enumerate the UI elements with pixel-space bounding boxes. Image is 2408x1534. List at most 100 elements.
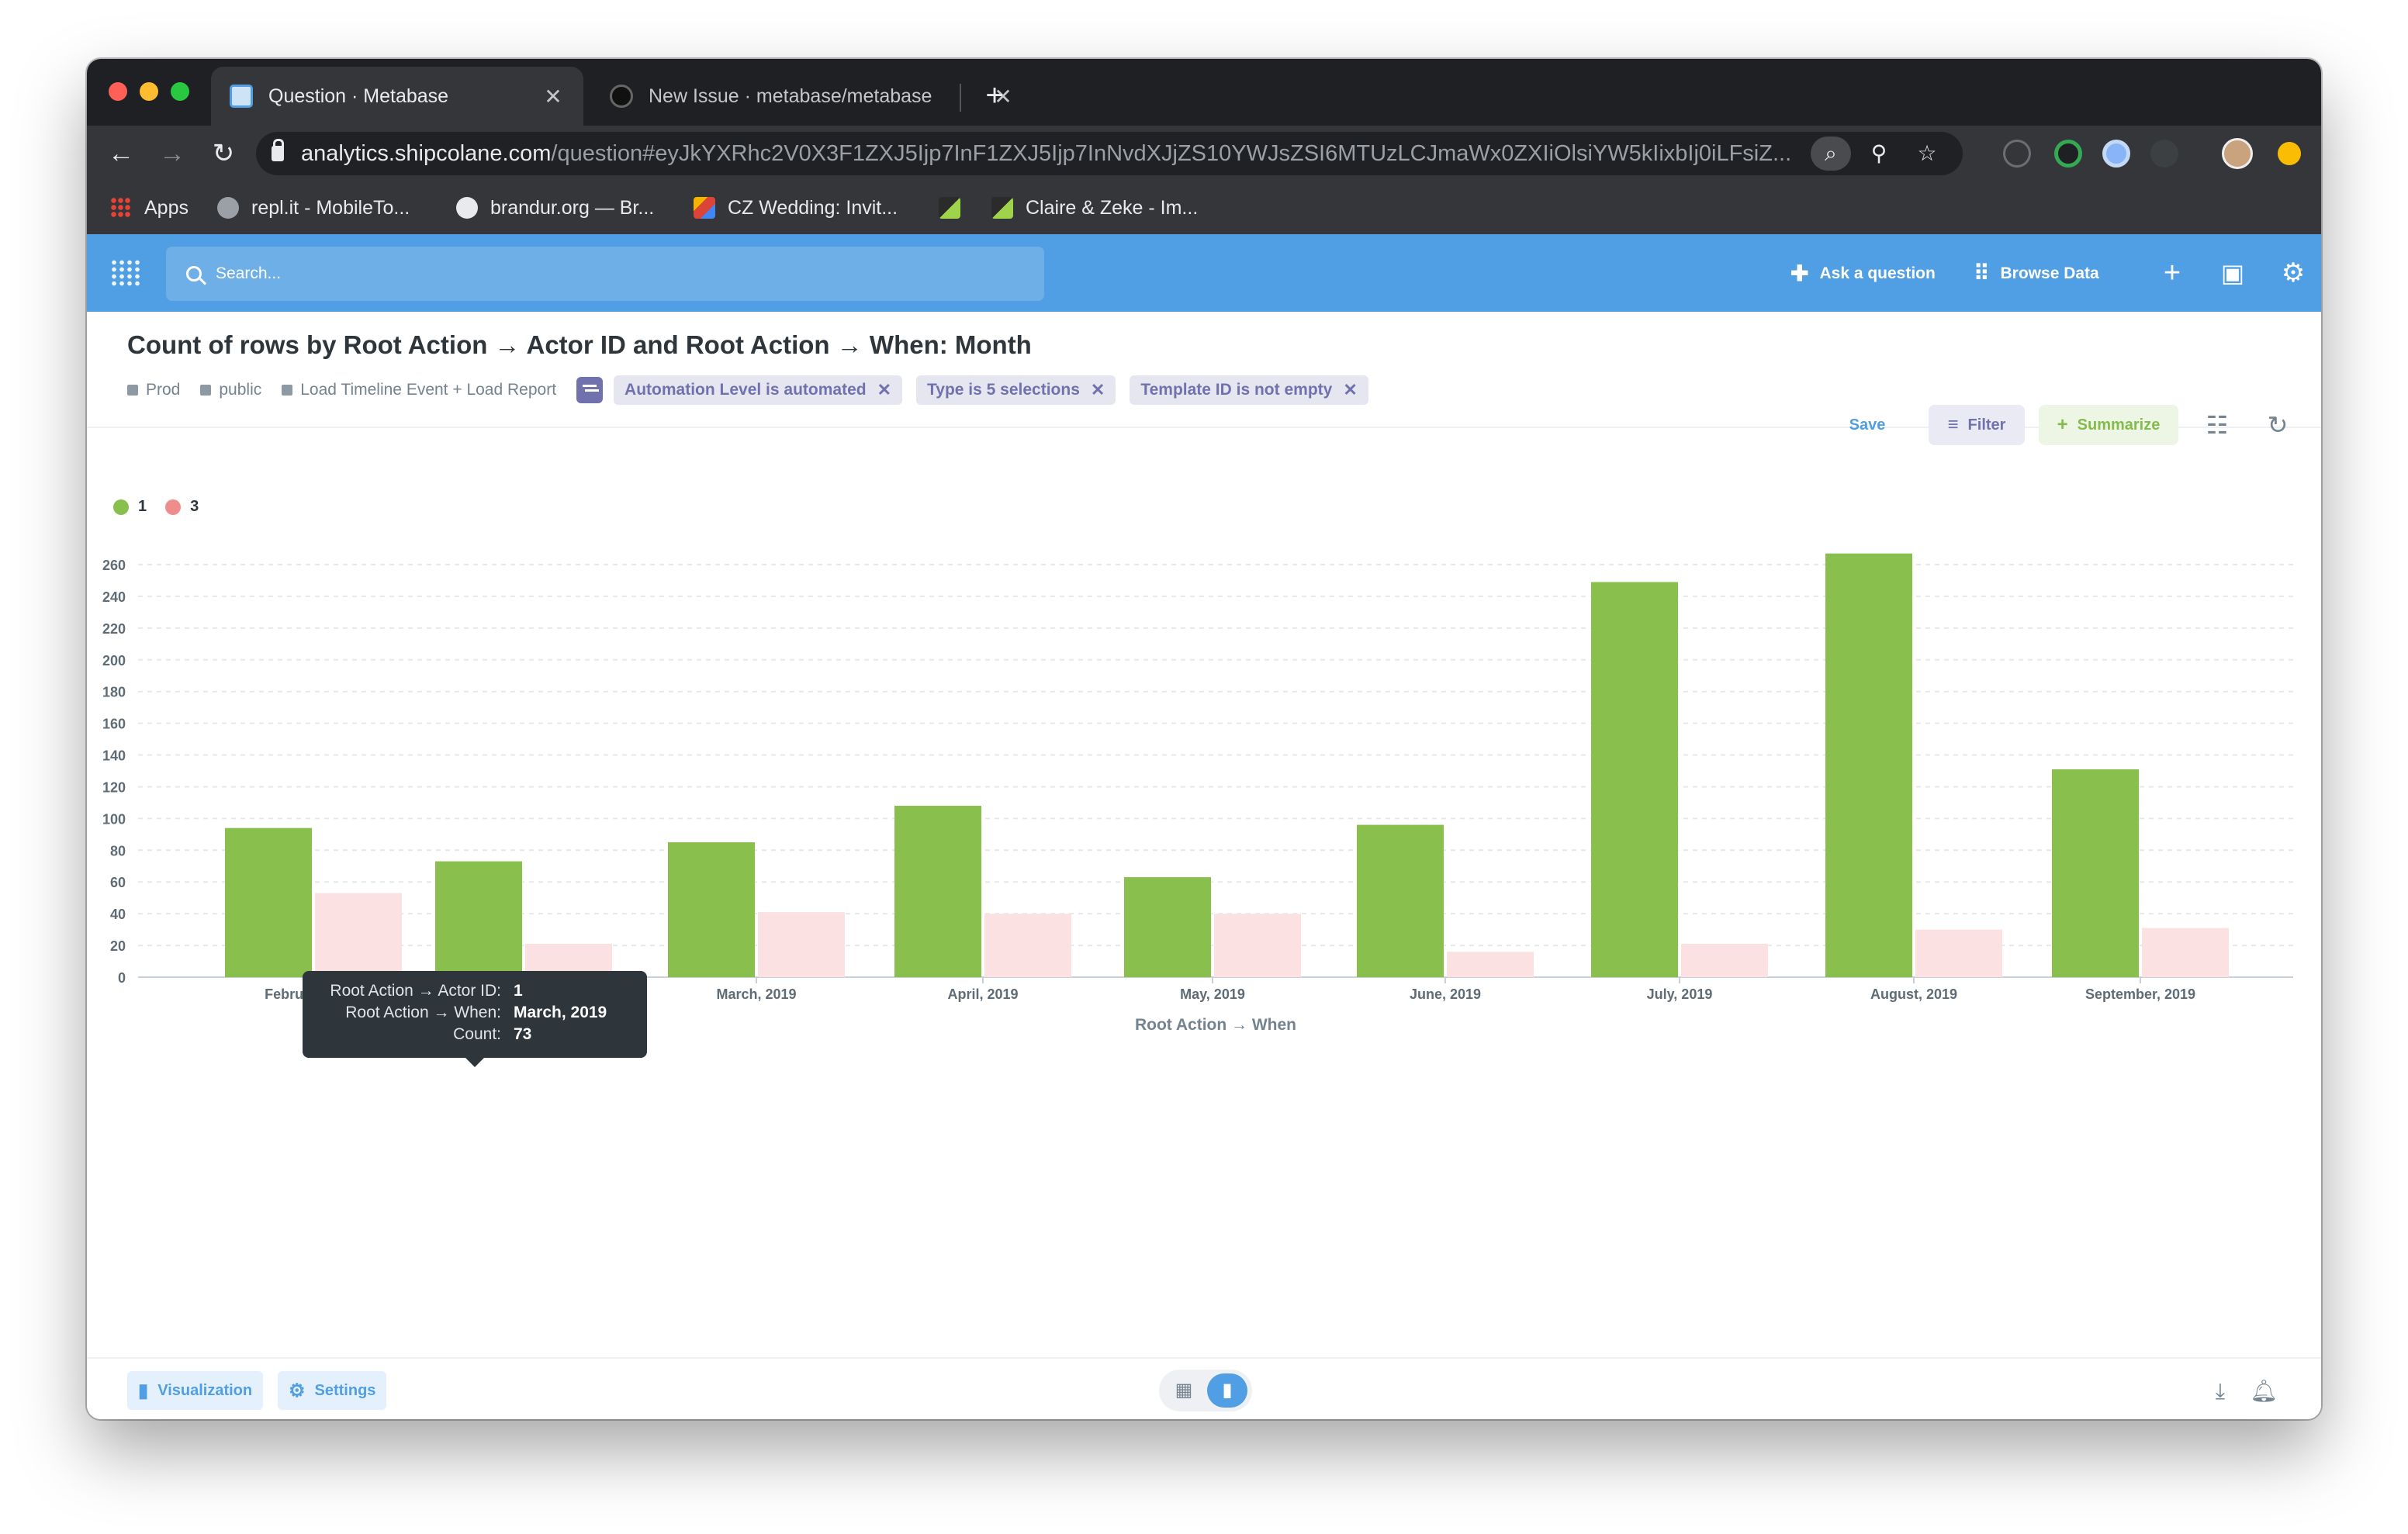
refresh-icon[interactable]: ↻ (2267, 411, 2289, 439)
database-icon (127, 385, 138, 396)
bar-series-1[interactable] (2052, 769, 2139, 977)
browse-data-button[interactable]: ⠿ Browse Data (1974, 261, 2099, 285)
metabase-logo-icon[interactable] (110, 259, 141, 287)
back-arrow-icon[interactable]: ← (108, 139, 134, 168)
y-tick-label: 80 (110, 843, 126, 859)
close-tab-icon[interactable]: ✕ (994, 84, 1012, 109)
metabase-favicon-icon (230, 85, 253, 108)
bar-series-1[interactable] (435, 861, 522, 977)
zoom-window-button[interactable] (171, 82, 189, 101)
info-extension-icon[interactable] (2003, 140, 2031, 168)
bell-icon[interactable]: 🔔︎ (2250, 1379, 2278, 1403)
bookmark-claire-zeke[interactable]: Claire & Zeke - Im... (991, 194, 1198, 222)
bookmark-brandur[interactable]: brandur.org — Br... (456, 194, 654, 222)
page-title: Count of rows by Root Action → Actor ID … (127, 330, 1032, 359)
y-tick-label: 220 (102, 621, 126, 637)
bar-series-1[interactable] (1124, 877, 1211, 977)
bookmark-cube-icon (939, 197, 960, 219)
y-tick-label: 260 (102, 558, 126, 573)
minimize-window-button[interactable] (140, 82, 158, 101)
green-extension-icon[interactable] (2054, 140, 2082, 168)
bookmark-star-icon[interactable]: ☆ (1917, 141, 1937, 165)
filter-button[interactable]: ≡ Filter (1929, 405, 2025, 445)
grid-icon: ⠿ (1974, 261, 1990, 285)
bar-series-3[interactable] (1447, 952, 1534, 977)
bar-series-3[interactable] (1214, 914, 1301, 977)
remove-filter-icon[interactable]: ✕ (1343, 380, 1358, 399)
chart-area: 1 3 0 20 40 60 80 100 120 140 160 180 200 220 240 260… (87, 428, 2321, 1320)
address-bar[interactable]: analytics.shipcolane.com/question#eyJkYX… (256, 132, 1963, 175)
update-icon[interactable] (2278, 142, 2301, 165)
table-grid-icon (282, 385, 293, 396)
new-plus-icon[interactable]: + (2163, 257, 2181, 289)
bookmark-cz-wedding[interactable]: CZ Wedding: Invit... (694, 194, 898, 222)
download-icon[interactable]: ⤓ (2215, 1379, 2226, 1403)
tooltip-value: March, 2019 (514, 1004, 607, 1021)
tab-new-issue[interactable]: New Issue · metabase/metabase ✕ (591, 67, 1033, 126)
blue-extension-icon[interactable] (2102, 140, 2130, 168)
profile-avatar[interactable] (2222, 138, 2253, 169)
new-tab-icon[interactable]: + (985, 78, 1004, 112)
forward-arrow-icon[interactable]: → (159, 139, 185, 168)
y-tick-label: 40 (110, 907, 126, 922)
breadcrumb-table[interactable]: Load Timeline Event + Load Report (282, 381, 556, 399)
table-view-icon[interactable]: ▦ (1175, 1380, 1193, 1401)
bar-series-3[interactable] (2142, 928, 2229, 977)
x-tick-label: August, 2019 (1870, 986, 1957, 1002)
legend-item-series-3[interactable]: 3 (165, 498, 199, 516)
remove-filter-icon[interactable]: ✕ (1090, 380, 1105, 399)
query-notebook-icon[interactable]: ☷ (2206, 411, 2229, 439)
plus-icon: + (2057, 414, 2068, 435)
save-button[interactable]: Save (1849, 416, 1886, 434)
close-window-button[interactable] (109, 82, 127, 101)
bar-series-3[interactable] (1681, 944, 1768, 977)
bar-series-3[interactable] (758, 912, 845, 977)
tab-title: Question · Metabase (268, 85, 449, 107)
bookmark-apps[interactable]: Apps (110, 194, 189, 222)
filter-pill[interactable]: Type is 5 selections ✕ (916, 375, 1116, 405)
chart-legend: 1 3 (113, 498, 217, 516)
bar-series-3[interactable] (1915, 929, 2002, 977)
bookmark-untitled[interactable] (939, 194, 973, 222)
settings-button[interactable]: ⚙ Settings (278, 1371, 387, 1410)
bar-series-1[interactable] (225, 827, 312, 977)
bar-series-1[interactable] (894, 806, 981, 977)
activity-icon[interactable]: ▣ (2220, 259, 2245, 287)
bar-series-1[interactable] (1357, 824, 1444, 977)
y-tick-label: 120 (102, 779, 126, 795)
bar-series-3[interactable] (315, 893, 402, 977)
tooltip-value: 73 (514, 1025, 532, 1043)
url-text: analytics.shipcolane.com/question#eyJkYX… (301, 140, 1792, 166)
legend-item-series-1[interactable]: 1 (113, 498, 147, 516)
bar-series-1[interactable] (1591, 582, 1678, 977)
search-input[interactable]: Search... (166, 247, 1044, 301)
breadcrumb-schema[interactable]: public (200, 381, 261, 399)
filter-pill[interactable]: Automation Level is automated ✕ (614, 375, 903, 405)
summarize-button[interactable]: + Summarize (2039, 405, 2178, 445)
reload-icon[interactable]: ↻ (212, 139, 235, 168)
close-tab-icon[interactable]: ✕ (544, 84, 562, 109)
tab-question-metabase[interactable]: Question · Metabase ✕ (211, 67, 583, 126)
ask-question-button[interactable]: ✚ Ask a question (1790, 261, 1936, 285)
chart-view-icon[interactable]: ▮ (1207, 1373, 1247, 1408)
y-tick-label: 100 (102, 811, 126, 827)
breadcrumb-database[interactable]: Prod (127, 381, 180, 399)
filter-pill[interactable]: Template ID is not empty ✕ (1130, 375, 1368, 405)
bar-series-3[interactable] (984, 914, 1071, 977)
x-axis-label: Root Action → When (1135, 1016, 1296, 1034)
y-tick-label: 60 (110, 875, 126, 890)
gear-icon[interactable]: ⚙ (2281, 258, 2306, 288)
find-in-page-icon[interactable]: ⌕ (1811, 136, 1851, 171)
visualization-button[interactable]: ▮ Visualization (127, 1371, 264, 1410)
remove-filter-icon[interactable]: ✕ (877, 380, 892, 399)
zoom-icon[interactable]: ⚲ (1870, 141, 1887, 165)
bookmark-replit[interactable]: repl.it - MobileTo... (217, 194, 410, 222)
github-favicon-icon (610, 85, 633, 108)
bar-series-1[interactable] (1825, 553, 1912, 977)
bar-series-1[interactable] (668, 842, 755, 977)
dark-extension-icon[interactable] (2150, 140, 2178, 168)
filter-toggle-icon[interactable] (576, 377, 604, 403)
plus-icon: ✚ (1790, 261, 1809, 285)
airtable-icon (694, 197, 715, 219)
y-tick-label: 160 (102, 717, 126, 732)
